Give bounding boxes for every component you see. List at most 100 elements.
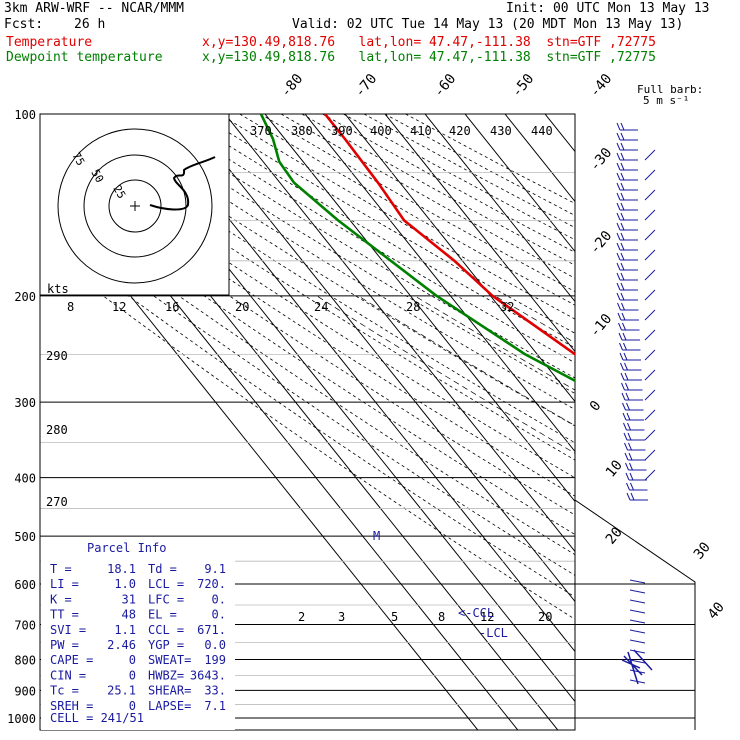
parcel-stat-value: 9.1 [204,562,226,576]
parcel-stat-name: Td = [148,562,177,576]
pressure-tick-label: 400 [14,472,36,486]
parcel-stat-value: 25.1 [107,684,136,698]
wind-barb-cluster [621,649,653,685]
wind-barb-flag [626,492,631,501]
parcel-info-background [41,537,235,730]
top-isotherm-label: -40 [587,71,616,101]
model-title: 3km ARW-WRF -- NCAR/MMM [4,1,185,16]
wind-barb-low [629,599,646,604]
wind-barb-right [644,169,656,181]
isotherm-line [184,114,575,603]
wind-barb-flag [620,222,625,231]
wind-barb-flag [620,182,625,191]
parcel-stat-name: LFC = [148,592,184,606]
parcel-stat-value: 0 [129,699,136,713]
wind-barb-right [644,449,656,461]
speed-tick-label: 12 [112,300,126,314]
theta-label: 420 [449,124,471,138]
parcel-stat-name: LAPSE= [148,699,191,713]
pressure-tick-label: 600 [14,578,36,592]
wind-barb-right [644,229,656,241]
ccl-label: <-CCL [458,606,494,620]
wind-barb-right [644,189,656,201]
mixing-ratio-label: 20 [538,610,552,624]
wind-barb-flag [618,322,622,331]
wind-barb-flag [620,362,624,371]
parcel-stat-value: 33. [204,684,226,698]
wind-barb-right [644,409,656,421]
wind-barb-flag [616,262,621,271]
forecast-label: Fcst: [4,17,44,32]
theta-label: 430 [490,124,512,138]
wind-barb-right [644,309,656,321]
dry-adiabat-line [280,114,575,279]
isotherm-line [344,114,575,403]
lcl-label: -LCL [479,626,508,640]
hodograph-ring-label: 50 [88,167,106,185]
wind-barb-flag [629,472,634,481]
wind-barb-low [629,589,646,594]
moist-adiabat-line [316,295,575,454]
wind-barb-right [644,249,656,261]
pressure-tick-label: 800 [14,653,36,667]
dry-adiabat-line [384,114,575,216]
dry-adiabat-line [115,114,575,394]
wind-barb-low [629,619,646,624]
hodograph-ring [108,179,162,233]
wind-barb-flag [620,132,625,141]
wind-barb-flag [626,402,630,411]
parcel-stat-name: HWBZ= [148,668,184,682]
hodograph-ring [57,128,213,284]
parcel-stat-value: 0 [129,653,136,667]
wind-barb-right [644,269,656,281]
dry-adiabat-line [40,230,575,598]
wind-barb-flag [626,482,630,491]
wind-barb-low [629,659,646,664]
wind-barb-low [629,609,646,614]
dewpoint-location: x,y=130.49,818.76 lat,lon= 47.47,-111.38… [202,50,656,65]
isotherm-line [625,114,740,731]
wind-barb-right [644,469,656,481]
right-isotherm-label: 0 [587,398,605,415]
wind-barb-flag [616,292,621,301]
wind-barb-flag [627,422,631,431]
wind-barb-flag [619,352,624,361]
wind-barb-flag [625,462,629,471]
dewpoint-profile [259,114,575,383]
wind-barb-flag [624,362,628,371]
parcel-stat-value: 1.1 [114,623,136,637]
wind-barb-right [644,389,656,401]
wind-barb-flag [622,332,627,341]
wind-barb-flag [628,442,632,451]
wind-barb-flag [616,242,621,251]
isotherm-line [264,114,575,503]
wind-barb-low [629,629,646,634]
wind-barb-flag [622,402,626,411]
wind-barb-flag [616,122,621,131]
speed-tick-label: 8 [67,300,74,314]
left-theta-label: 290 [46,349,68,363]
temperature-legend-label: Temperature [6,35,93,50]
isotherm-line [464,114,575,253]
wind-barbs [616,122,656,685]
wind-barb-flag [625,382,629,391]
wind-barb-flag [616,212,621,221]
wind-barb-flag [618,332,623,341]
parcel-stat-name: YGP = [148,638,184,652]
dry-adiabat-line [198,114,575,334]
barb-note-line1: Full barb: [637,83,703,96]
pressure-tick-label: 1000 [7,712,36,726]
parcel-info-box: Parcel Info T = 18.1 Td = 9.1 LI = 1.0 LCL = 720… [41,537,235,730]
wind-barb-flag [616,252,621,261]
moist-adiabat-line [414,295,575,391]
isotherm-line [304,114,575,453]
hodograph-ring [83,154,187,258]
top-isotherm-label: -50 [509,71,538,101]
pressure-tick-label: 500 [14,530,36,544]
parcel-stat-value: 48 [122,608,136,622]
parcel-stat-value: 3643. [190,668,226,682]
wind-barb-flag [620,242,625,251]
mixing-ratio-label: 5 [391,610,398,624]
top-isotherm-label: -70 [352,71,381,101]
parcel-stat-value: 199 [204,653,226,667]
